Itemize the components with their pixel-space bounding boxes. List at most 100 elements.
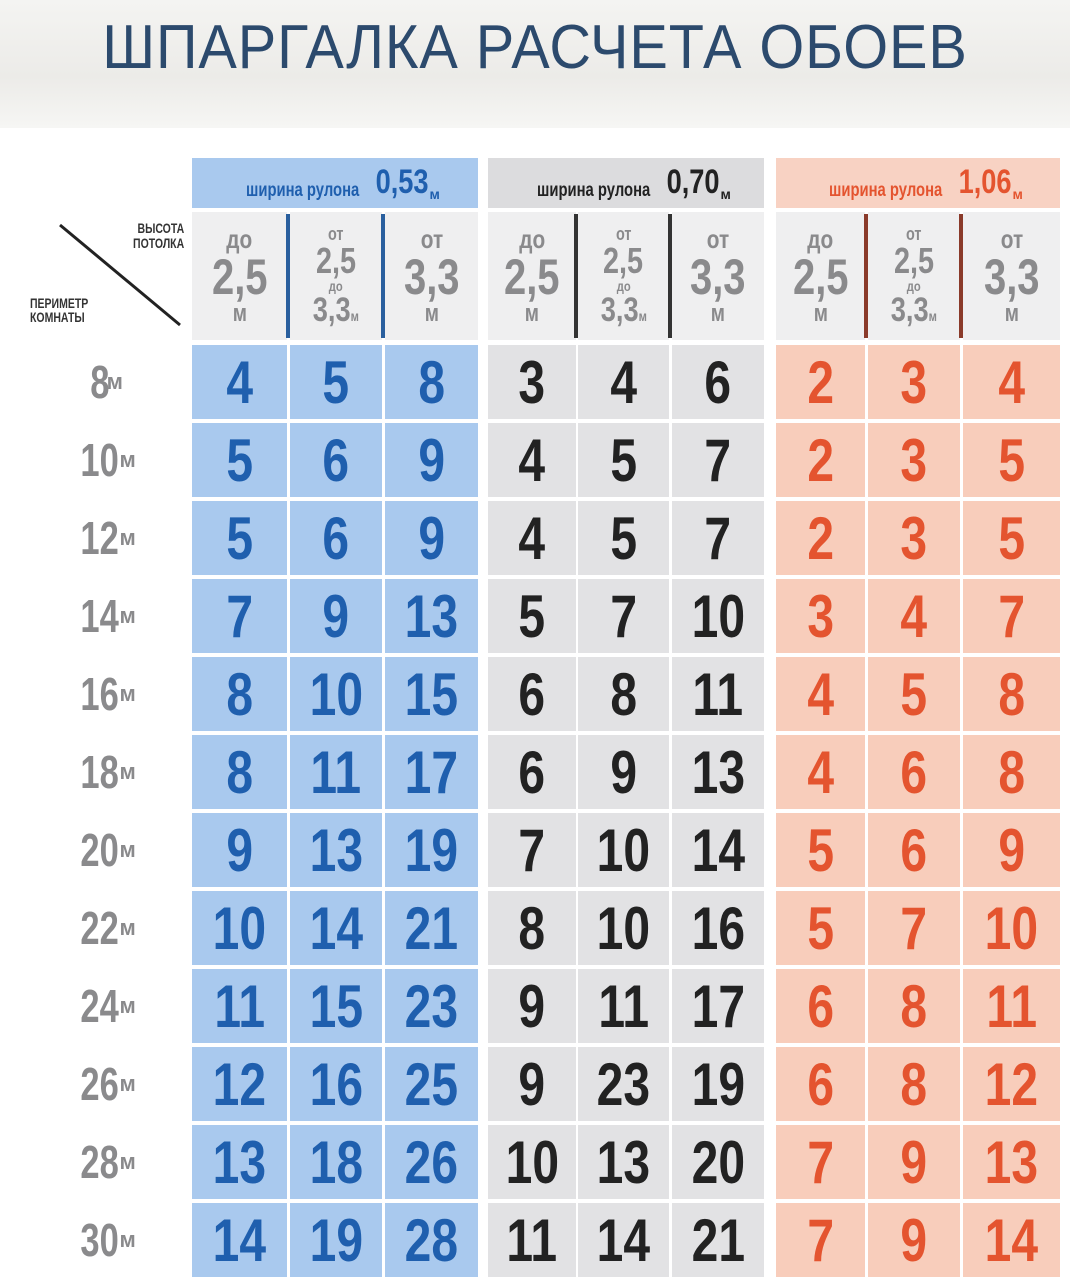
roll-width-value: 0,53 [375,163,429,201]
table-cell: 4 [868,579,960,653]
table-cell: 7 [963,579,1060,653]
roll-count: 8 [610,660,637,728]
perimeter-value: 22 [80,902,120,954]
table-cell: 14 [290,891,382,965]
roll-count: 25 [404,1050,459,1118]
table-cell: 4 [488,501,576,575]
perimeter-value: 18 [80,746,120,798]
height-unit: м [350,308,360,324]
roll-count: 4 [610,348,637,416]
roll-count: 21 [404,894,459,962]
table-cell: 11 [290,735,382,809]
roll-count: 28 [404,1206,459,1274]
perimeter-unit: м [119,525,136,550]
table-cell: 3 [868,501,960,575]
table-cell: 15 [290,969,382,1043]
roll-count: 8 [226,738,253,806]
table-cell: 17 [385,735,478,809]
table-cell: 4 [578,345,669,419]
perimeter-value: 20 [80,824,120,876]
roll-count: 3 [807,582,834,650]
table-cell: 8 [488,891,576,965]
height-prefix: от [906,224,922,244]
table-cell: 8 [192,657,287,731]
roll-count: 3 [900,504,928,572]
roll-count: 12 [212,1050,267,1118]
roll-count: 18 [309,1128,363,1196]
roll-count: 2 [807,504,834,572]
table-cell: 9 [192,813,287,887]
table-cell: 9 [868,1125,960,1199]
height-value: 3,3 [983,249,1040,305]
table-cell: 10 [963,891,1060,965]
table-cell: 17 [672,969,764,1043]
perimeter-value: 8 [90,356,110,408]
perimeter-unit: м [119,915,136,940]
table-cell: 9 [385,423,478,497]
ceiling-height-header: от 2,5 до 3,3м [868,212,960,340]
table-cell: 8 [868,969,960,1043]
title-band [0,0,1070,128]
height-value: 3,3 [890,291,929,329]
roll-width-unit: м [720,186,731,202]
roll-count: 4 [518,504,546,572]
perimeter-unit: м [119,603,136,628]
table-cell: 9 [578,735,669,809]
table-cell: 9 [488,969,576,1043]
roll-count: 23 [596,1050,651,1118]
roll-count: 13 [596,1128,651,1196]
ceiling-height-label: ВЫСОТА ПОТОЛКА [132,220,184,251]
height-prefix: до [226,224,253,254]
table-cell: 11 [192,969,287,1043]
roll-count: 5 [226,504,253,572]
table-cell: 5 [868,657,960,731]
table-cell: 5 [963,423,1060,497]
table-cell: 4 [963,345,1060,419]
table-cell: 8 [192,735,287,809]
column-separator [574,214,578,338]
table-cell: 6 [776,1047,865,1121]
roll-count: 5 [610,426,637,494]
table-cell: 19 [385,813,478,887]
roll-count: 14 [691,816,745,884]
table-cell: 4 [776,735,865,809]
table-cell: 14 [672,813,764,887]
height-value: 2,5 [893,240,935,281]
roll-count: 13 [309,816,363,884]
roll-width-unit: м [429,186,440,202]
roll-count: 11 [986,972,1037,1040]
roll-count: 5 [322,348,350,416]
table-cell: 5 [488,579,576,653]
table-cell: 14 [192,1203,287,1277]
roll-count: 11 [310,738,362,806]
room-perimeter-label: ПЕРИМЕТР КОМНАТЫ [30,294,89,326]
roll-count: 4 [518,426,546,494]
roll-count: 16 [309,1050,363,1118]
table-cell: 3 [488,345,576,419]
height-unit: м [638,308,647,324]
roll-width-value: 0,70 [666,163,720,201]
roll-count: 14 [212,1206,267,1274]
roll-count: 13 [984,1128,1039,1196]
roll-count: 4 [807,660,834,728]
table-cell: 9 [488,1047,576,1121]
roll-count: 9 [998,816,1025,884]
perimeter-unit: м [119,759,136,784]
table-cell: 7 [672,423,764,497]
roll-count: 7 [807,1206,834,1274]
roll-count: 19 [404,816,459,884]
diagonal-divider [59,223,181,327]
roll-count: 7 [807,1128,834,1196]
height-prefix: до [907,278,921,294]
perimeter-value: 16 [80,668,120,720]
perimeter-value: 24 [80,980,120,1032]
roll-count: 10 [596,894,651,962]
perimeter-label: 30 м [30,1203,180,1277]
roll-count: 2 [807,426,834,494]
perimeter-unit: м [119,837,136,862]
roll-count: 6 [807,972,834,1040]
table-cell: 9 [868,1203,960,1277]
roll-count: 9 [322,582,350,650]
roll-width-value: 1,06 [958,163,1012,201]
roll-count: 6 [704,348,732,416]
